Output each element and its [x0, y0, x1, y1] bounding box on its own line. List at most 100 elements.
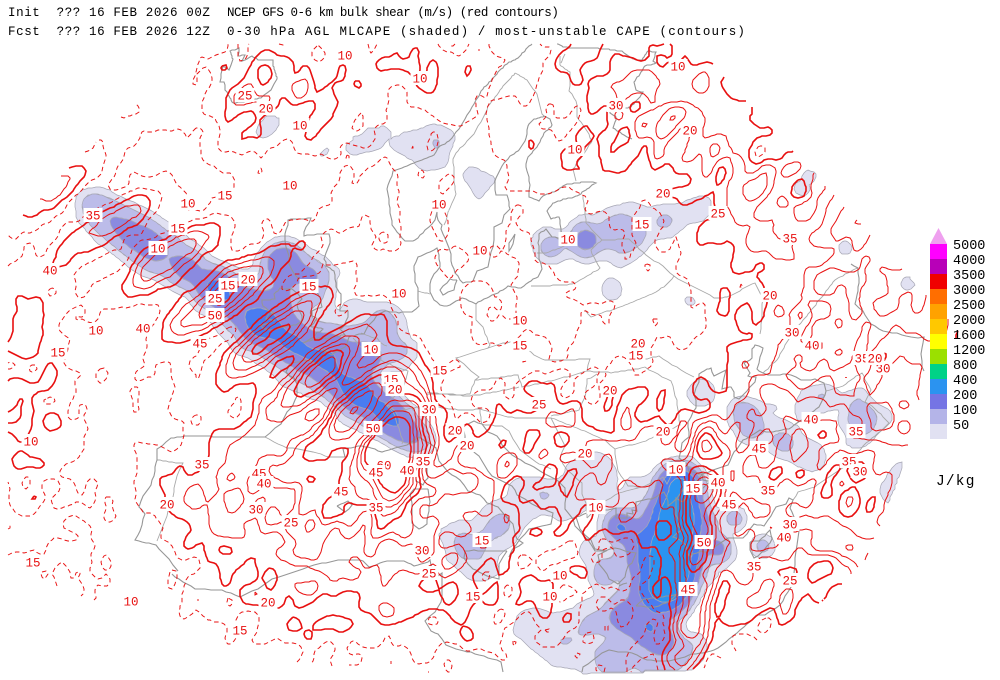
svg-text:400: 400: [953, 374, 977, 389]
svg-text:10: 10: [668, 464, 683, 478]
svg-text:Init ??? 16 FEB 2026 00Z: Init ??? 16 FEB 2026 00Z: [8, 6, 211, 20]
svg-text:45: 45: [751, 443, 766, 457]
svg-text:100: 100: [953, 404, 977, 419]
svg-text:15: 15: [432, 365, 447, 379]
svg-text:20: 20: [867, 353, 882, 367]
svg-text:45: 45: [368, 467, 383, 481]
svg-text:15: 15: [301, 281, 316, 295]
svg-text:40: 40: [804, 340, 819, 354]
svg-text:10: 10: [670, 61, 685, 75]
svg-text:800: 800: [953, 359, 977, 374]
svg-text:25: 25: [207, 293, 222, 307]
svg-text:15: 15: [25, 557, 40, 571]
svg-text:40: 40: [399, 465, 414, 479]
svg-text:30: 30: [421, 404, 436, 418]
svg-text:15: 15: [474, 535, 489, 549]
svg-text:20: 20: [260, 597, 275, 611]
svg-text:J/kg: J/kg: [936, 474, 976, 490]
svg-text:35: 35: [368, 502, 383, 516]
svg-text:35: 35: [415, 456, 430, 470]
svg-text:15: 15: [465, 591, 480, 605]
svg-text:10: 10: [588, 502, 603, 516]
svg-text:10: 10: [292, 120, 307, 134]
svg-text:40: 40: [803, 414, 818, 428]
svg-text:25: 25: [283, 517, 298, 531]
svg-text:10: 10: [512, 315, 527, 329]
svg-text:40: 40: [710, 477, 725, 491]
svg-text:10: 10: [88, 325, 103, 339]
svg-text:45: 45: [680, 584, 695, 598]
svg-text:15: 15: [50, 347, 65, 361]
svg-text:20: 20: [577, 448, 592, 462]
svg-text:15: 15: [217, 190, 232, 204]
svg-text:40: 40: [256, 478, 271, 492]
svg-text:15: 15: [685, 483, 700, 497]
svg-text:25: 25: [421, 568, 436, 582]
svg-text:10: 10: [282, 180, 297, 194]
svg-text:10: 10: [552, 570, 567, 584]
svg-text:200: 200: [953, 389, 977, 404]
svg-text:15: 15: [170, 223, 185, 237]
svg-text:35: 35: [760, 485, 775, 499]
svg-text:50: 50: [365, 423, 380, 437]
svg-text:30: 30: [875, 363, 890, 377]
svg-text:2500: 2500: [953, 299, 985, 314]
svg-text:30: 30: [608, 100, 623, 114]
svg-text:15: 15: [512, 340, 527, 354]
svg-text:20: 20: [387, 384, 402, 398]
svg-text:25: 25: [531, 399, 546, 413]
svg-text:2000: 2000: [953, 314, 985, 329]
svg-text:NCEP GFS 0-6 km bulk shear (m/: NCEP GFS 0-6 km bulk shear (m/s) (red co…: [227, 6, 558, 20]
svg-text:45: 45: [721, 499, 736, 513]
svg-text:10: 10: [150, 243, 165, 257]
svg-text:40: 40: [135, 323, 150, 337]
svg-text:25: 25: [782, 575, 797, 589]
svg-text:10: 10: [363, 344, 378, 358]
svg-text:35: 35: [782, 233, 797, 247]
svg-text:30: 30: [784, 327, 799, 341]
svg-text:15: 15: [220, 280, 235, 294]
svg-text:20: 20: [602, 385, 617, 399]
svg-text:50: 50: [953, 419, 969, 434]
svg-text:10: 10: [180, 198, 195, 212]
svg-text:1600: 1600: [953, 329, 985, 344]
svg-text:45: 45: [192, 338, 207, 352]
svg-text:10: 10: [560, 234, 575, 248]
svg-text:50: 50: [207, 310, 222, 324]
svg-text:10: 10: [391, 288, 406, 302]
svg-text:30: 30: [852, 466, 867, 480]
svg-text:10: 10: [337, 50, 352, 64]
svg-text:10: 10: [23, 436, 38, 450]
svg-text:45: 45: [333, 486, 348, 500]
svg-text:5000: 5000: [953, 239, 985, 254]
svg-text:25: 25: [710, 208, 725, 222]
svg-text:35: 35: [85, 210, 100, 224]
svg-text:35: 35: [848, 426, 863, 440]
svg-text:25: 25: [237, 90, 252, 104]
svg-text:20: 20: [655, 188, 670, 202]
svg-text:30: 30: [414, 545, 429, 559]
svg-text:30: 30: [248, 504, 263, 518]
svg-text:3000: 3000: [953, 284, 985, 299]
svg-text:50: 50: [696, 537, 711, 551]
svg-text:20: 20: [258, 103, 273, 117]
svg-text:0-30 hPa AGL MLCAPE (shaded) /: 0-30 hPa AGL MLCAPE (shaded) / most-unst…: [227, 25, 746, 39]
svg-text:30: 30: [782, 519, 797, 533]
svg-text:20: 20: [240, 274, 255, 288]
svg-text:20: 20: [447, 425, 462, 439]
svg-text:15: 15: [634, 219, 649, 233]
svg-text:4000: 4000: [953, 254, 985, 269]
svg-text:20: 20: [655, 426, 670, 440]
svg-text:20: 20: [682, 125, 697, 139]
svg-text:10: 10: [542, 591, 557, 605]
svg-text:3500: 3500: [953, 269, 985, 284]
svg-text:40: 40: [776, 532, 791, 546]
svg-text:40: 40: [42, 265, 57, 279]
svg-text:20: 20: [159, 499, 174, 513]
svg-text:10: 10: [567, 144, 582, 158]
svg-text:35: 35: [746, 561, 761, 575]
svg-text:35: 35: [194, 459, 209, 473]
svg-text:Fcst ??? 16 FEB 2026 12Z: Fcst ??? 16 FEB 2026 12Z: [8, 25, 211, 39]
svg-text:10: 10: [123, 596, 138, 610]
svg-text:15: 15: [628, 350, 643, 364]
